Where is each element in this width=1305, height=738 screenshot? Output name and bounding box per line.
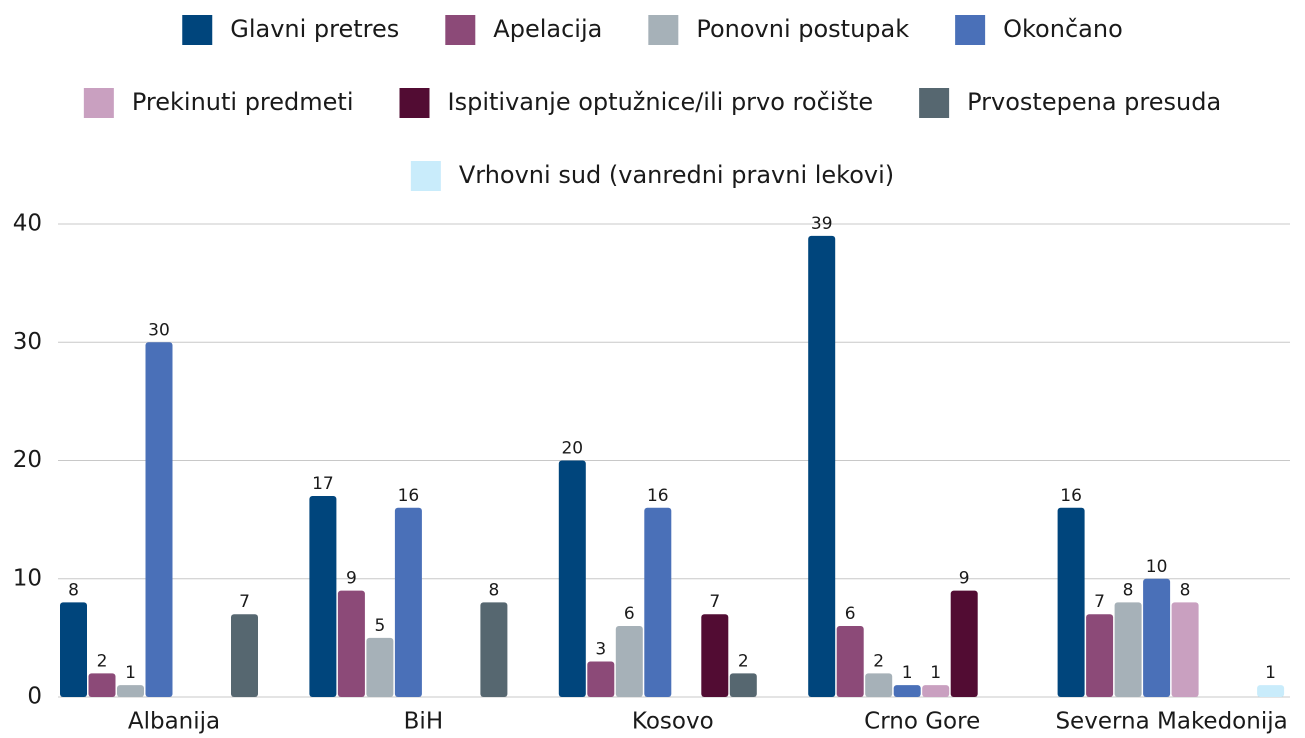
bar (480, 602, 508, 697)
legend-label: Okončano (1003, 15, 1123, 43)
bar (615, 626, 643, 697)
value-label: 39 (811, 214, 833, 234)
bar (893, 685, 921, 697)
bar (1171, 602, 1199, 697)
value-label: 3 (595, 640, 606, 660)
legend-swatch (182, 15, 213, 45)
bar (1114, 602, 1142, 697)
bar (836, 626, 864, 697)
value-label: 6 (845, 604, 856, 624)
bar (394, 507, 422, 697)
bar (950, 590, 978, 697)
value-label: 20 (561, 439, 583, 459)
value-label: 7 (709, 592, 720, 612)
x-tick-label: BiH (404, 709, 443, 735)
value-label: 1 (1265, 663, 1276, 683)
legend-swatch (919, 88, 950, 118)
value-label: 8 (488, 580, 499, 600)
bar (88, 673, 116, 697)
y-tick-label: 10 (13, 565, 42, 591)
legend-swatch (399, 88, 430, 118)
bar (1057, 507, 1085, 697)
x-tick-label: Albanija (128, 709, 220, 735)
bar (145, 342, 173, 697)
value-label: 9 (959, 569, 970, 589)
legend-swatch (410, 161, 441, 191)
bar (1086, 614, 1114, 697)
value-label: 10 (1146, 557, 1168, 577)
legend-swatch (648, 15, 679, 45)
value-label: 1 (902, 663, 913, 683)
legend-label: Prekinuti predmeti (132, 88, 354, 116)
bar (309, 495, 337, 697)
value-label: 2 (873, 651, 884, 671)
value-label: 6 (624, 604, 635, 624)
bar (808, 235, 836, 697)
y-tick-label: 0 (27, 684, 42, 710)
x-tick-label: Kosovo (632, 709, 714, 735)
value-label: 16 (398, 486, 420, 506)
value-label: 5 (374, 616, 385, 636)
value-label: 1 (125, 663, 136, 683)
bar (701, 614, 729, 697)
y-tick-label: 30 (13, 329, 42, 355)
bar (1143, 578, 1171, 697)
bar (922, 685, 950, 697)
value-label: 30 (148, 320, 170, 340)
legend-label: Ispitivanje optužnice/ili prvo ročište (448, 88, 874, 116)
bar (366, 637, 394, 697)
bar (1257, 685, 1285, 697)
value-label: 16 (1060, 486, 1082, 506)
bar (558, 460, 586, 697)
value-label: 8 (1123, 580, 1134, 600)
bar (729, 673, 757, 697)
legend-swatch (955, 15, 986, 45)
bar (337, 590, 365, 697)
x-tick-label: Crno Gore (864, 709, 980, 735)
legend-label: Vrhovni sud (vanredni pravni lekovi) (459, 161, 894, 189)
value-label: 7 (1094, 592, 1105, 612)
legend-label: Glavni pretres (230, 15, 399, 43)
legend-label: Prvostepena presuda (967, 88, 1221, 116)
bar (865, 673, 893, 697)
bar (117, 685, 144, 697)
value-label: 8 (1180, 580, 1191, 600)
x-tick-label: Severna Makedonija (1055, 709, 1287, 735)
bar (60, 602, 87, 697)
legend-label: Apelacija (493, 15, 602, 43)
value-label: 7 (239, 592, 250, 612)
value-label: 2 (738, 651, 749, 671)
value-label: 1 (930, 663, 941, 683)
legend-swatch (83, 88, 114, 118)
value-label: 8 (68, 580, 79, 600)
bar (231, 614, 258, 697)
value-label: 16 (647, 486, 669, 506)
value-label: 17 (312, 474, 334, 494)
value-label: 9 (346, 569, 357, 589)
value-label: 2 (97, 651, 108, 671)
y-tick-label: 20 (13, 447, 42, 473)
bar (644, 507, 672, 697)
legend-swatch (445, 15, 476, 45)
bar (587, 661, 615, 697)
y-tick-label: 40 (13, 211, 42, 237)
legend-label: Ponovni postupak (696, 15, 909, 43)
